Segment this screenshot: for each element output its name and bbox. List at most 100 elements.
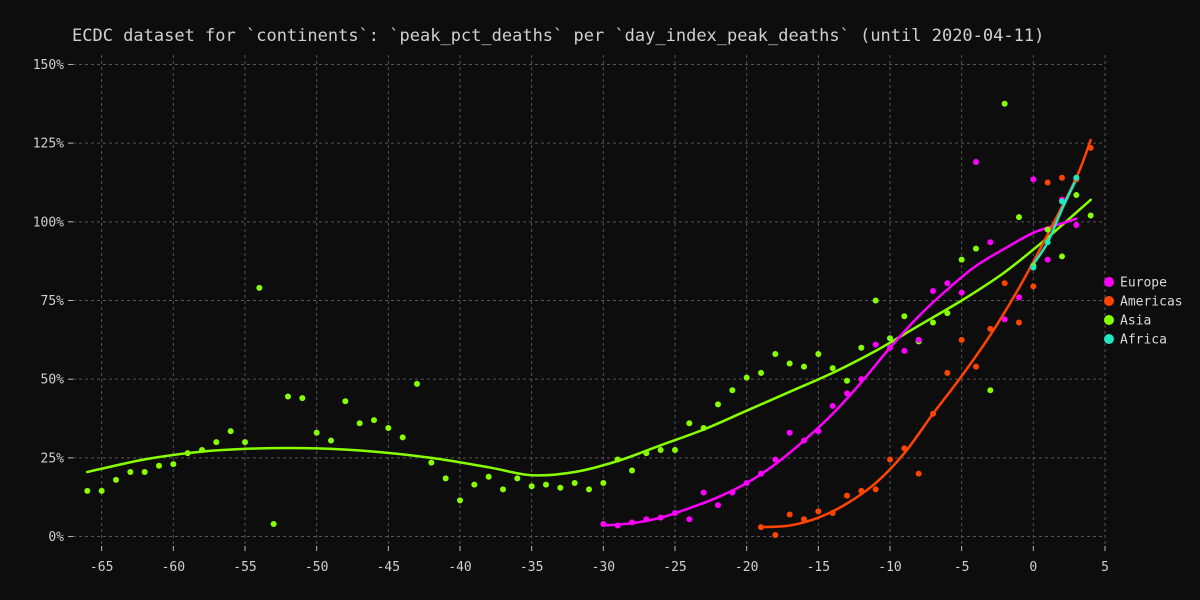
data-point-asia xyxy=(113,476,119,483)
data-point-europe xyxy=(743,480,750,487)
x-tick-label: -25 xyxy=(663,560,686,575)
data-point-asia xyxy=(958,256,965,263)
data-point-asia xyxy=(385,424,392,431)
data-point-europe xyxy=(973,159,979,166)
data-point-americas xyxy=(772,531,779,538)
trend-line-asia xyxy=(86,198,1092,477)
data-point-europe xyxy=(887,344,893,351)
data-point-asia xyxy=(170,461,177,468)
x-tick-label: -15 xyxy=(807,560,830,575)
data-point-americas xyxy=(829,509,836,516)
data-point-asia xyxy=(371,417,377,424)
data-point-asia xyxy=(657,447,664,454)
y-tick-label: 0% xyxy=(48,530,64,545)
data-point-asia xyxy=(127,469,134,476)
data-point-europe xyxy=(915,336,922,343)
data-point-americas xyxy=(1001,280,1008,287)
data-point-americas xyxy=(858,487,865,494)
data-point-asia xyxy=(571,480,578,487)
data-point-americas xyxy=(1087,144,1094,151)
legend-marker-americas xyxy=(1104,296,1114,306)
data-point-asia xyxy=(1087,212,1094,219)
data-point-asia xyxy=(256,284,263,291)
data-point-americas xyxy=(844,492,850,499)
data-point-asia xyxy=(199,447,205,454)
data-point-asia xyxy=(772,351,779,358)
data-point-asia xyxy=(299,395,306,402)
data-point-asia xyxy=(801,363,807,370)
data-point-europe xyxy=(729,489,736,496)
data-point-asia xyxy=(242,439,248,446)
legend-marker-europe xyxy=(1104,277,1114,287)
data-point-americas xyxy=(1059,174,1065,181)
data-point-asia xyxy=(600,480,607,487)
data-point-asia xyxy=(872,297,879,304)
legend-marker-asia xyxy=(1104,315,1114,325)
data-point-europe xyxy=(657,514,664,521)
data-point-europe xyxy=(858,376,865,383)
data-point-asia xyxy=(973,245,979,252)
data-point-africa xyxy=(1059,198,1065,205)
data-point-asia xyxy=(987,387,994,394)
data-point-africa xyxy=(1073,174,1080,181)
data-point-asia xyxy=(672,447,678,454)
y-tick-label: 50% xyxy=(41,373,65,388)
data-point-americas xyxy=(872,486,879,493)
x-tick-label: -40 xyxy=(448,560,471,575)
x-tick-label: -45 xyxy=(377,560,400,575)
legend-marker-africa xyxy=(1104,334,1114,344)
data-point-africa xyxy=(1030,264,1037,271)
data-point-asia xyxy=(829,365,836,372)
data-point-asia xyxy=(141,469,148,476)
data-point-asia xyxy=(313,429,320,436)
data-point-asia xyxy=(1016,214,1022,221)
data-point-europe xyxy=(700,489,707,496)
x-tick-label: -60 xyxy=(162,560,185,575)
data-point-asia xyxy=(500,486,506,493)
data-point-asia xyxy=(1073,192,1080,199)
data-point-asia xyxy=(930,319,936,326)
data-point-americas xyxy=(1016,319,1022,326)
data-point-americas xyxy=(815,508,822,515)
data-point-europe xyxy=(801,437,807,444)
data-point-asia xyxy=(399,434,406,441)
data-point-asia xyxy=(213,439,220,446)
data-point-asia xyxy=(285,393,291,400)
data-point-africa xyxy=(1044,239,1051,246)
data-point-europe xyxy=(987,239,994,246)
data-point-asia xyxy=(901,313,908,320)
data-point-asia xyxy=(485,473,492,480)
y-tick-label: 25% xyxy=(41,451,65,466)
data-point-asia xyxy=(586,486,592,493)
data-point-asia xyxy=(715,401,721,408)
data-point-asia xyxy=(1001,100,1008,107)
data-point-asia xyxy=(786,360,793,367)
x-tick-label: -5 xyxy=(954,560,970,575)
x-tick-label: -10 xyxy=(878,560,901,575)
x-tick-label: -20 xyxy=(735,560,758,575)
chart-title: ECDC dataset for `continents`: `peak_pct… xyxy=(72,26,1044,46)
data-point-europe xyxy=(872,341,879,348)
x-tick-label: 0 xyxy=(1029,560,1037,575)
data-point-asia xyxy=(614,456,621,463)
data-point-americas xyxy=(987,325,994,332)
data-point-asia xyxy=(328,437,334,444)
data-point-asia xyxy=(98,487,105,494)
data-point-asia xyxy=(442,475,449,482)
data-point-europe xyxy=(1001,316,1008,323)
data-point-asia xyxy=(887,335,893,342)
data-point-europe xyxy=(958,289,965,296)
data-point-asia xyxy=(858,344,865,351)
data-point-asia xyxy=(758,369,764,376)
data-point-asia xyxy=(84,487,91,494)
data-point-europe xyxy=(1044,256,1051,263)
y-tick-label: 125% xyxy=(33,137,64,152)
data-point-europe xyxy=(1016,294,1022,301)
data-point-asia xyxy=(543,481,549,488)
data-point-europe xyxy=(901,347,908,354)
x-tick-label: -55 xyxy=(233,560,256,575)
legend-label-africa: Africa xyxy=(1120,333,1167,348)
data-point-europe xyxy=(844,390,850,397)
data-point-americas xyxy=(1030,283,1037,290)
